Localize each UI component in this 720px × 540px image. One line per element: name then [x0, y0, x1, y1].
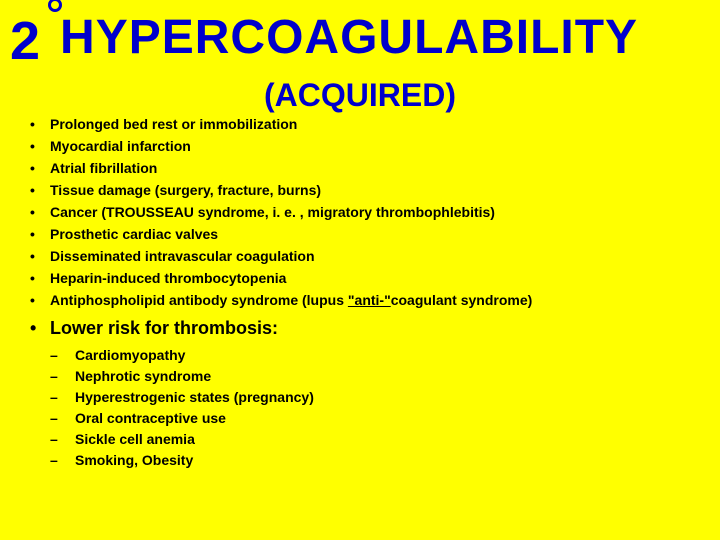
sub-bullet-list: Cardiomyopathy Nephrotic syndrome Hypere…: [0, 347, 720, 468]
sub-bullet-item: Nephrotic syndrome: [50, 368, 720, 384]
special-prefix: Antiphospholipid antibody syndrome (lupu…: [50, 292, 348, 308]
bullet-item: Prolonged bed rest or immobilization: [30, 116, 720, 132]
title-main: HYPERCOAGULABILITY: [60, 10, 638, 65]
bullet-item: Heparin-induced thrombocytopenia: [30, 270, 720, 286]
sub-bullet-item: Hyperestrogenic states (pregnancy): [50, 389, 720, 405]
sub-bullet-item: Oral contraceptive use: [50, 410, 720, 426]
bullet-item: Tissue damage (surgery, fracture, burns): [30, 182, 720, 198]
bullet-list: Prolonged bed rest or immobilization Myo…: [0, 116, 720, 339]
bullet-item: Atrial fibrillation: [30, 160, 720, 176]
bullet-item-special: Antiphospholipid antibody syndrome (lupu…: [30, 292, 720, 308]
number-text: 2: [10, 11, 40, 71]
subtitle: (ACQUIRED): [0, 77, 720, 114]
bullet-item: Myocardial infarction: [30, 138, 720, 154]
lower-risk-header: Lower risk for thrombosis:: [30, 318, 720, 339]
title-container: 2 HYPERCOAGULABILITY: [0, 0, 720, 72]
bullet-item: Cancer (TROUSSEAU syndrome, i. e. , migr…: [30, 204, 720, 220]
sub-bullet-item: Cardiomyopathy: [50, 347, 720, 363]
special-underlined: "anti-": [348, 292, 391, 308]
special-suffix: coagulant syndrome): [391, 292, 533, 308]
bullet-item: Disseminated intravascular coagulation: [30, 248, 720, 264]
title-number: 2: [10, 10, 40, 72]
sub-bullet-item: Sickle cell anemia: [50, 431, 720, 447]
bullet-item: Prosthetic cardiac valves: [30, 226, 720, 242]
sub-bullet-item: Smoking, Obesity: [50, 452, 720, 468]
